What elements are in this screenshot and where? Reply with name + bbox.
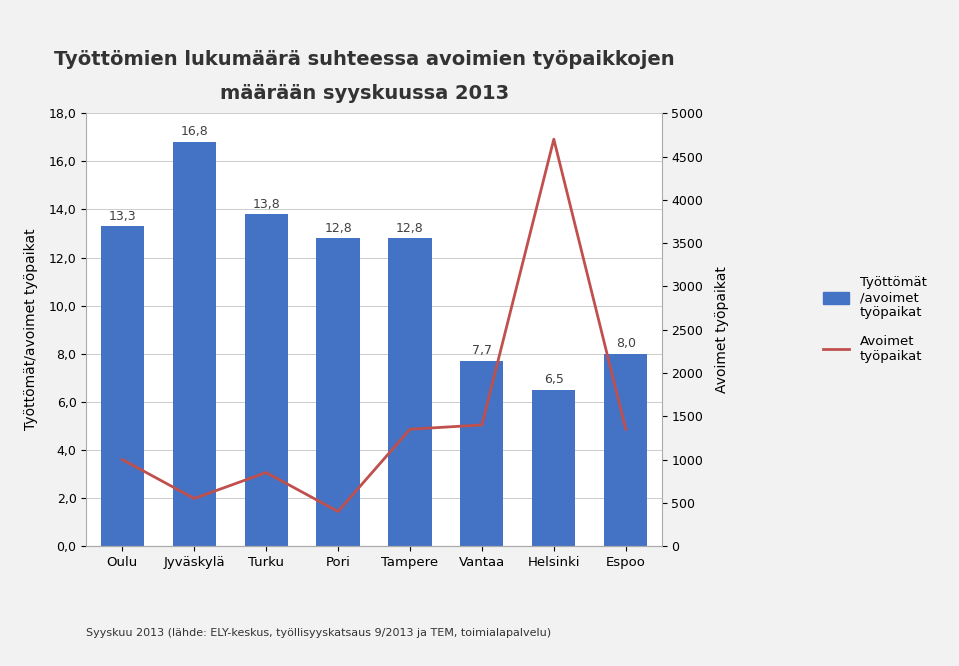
Text: 12,8: 12,8 [396, 222, 424, 234]
Text: Syyskuu 2013 (lähde: ELY-keskus, työllisyyskatsaus 9/2013 ja TEM, toimialapalvel: Syyskuu 2013 (lähde: ELY-keskus, työllis… [86, 627, 551, 638]
Text: 16,8: 16,8 [180, 125, 208, 139]
Bar [388, 238, 432, 546]
Text: määrään syyskuussa 2013: määrään syyskuussa 2013 [220, 84, 509, 103]
Y-axis label: Työttömät/avoimet työpaikat: Työttömät/avoimet työpaikat [24, 229, 37, 430]
Text: 8,0: 8,0 [616, 337, 636, 350]
Text: 13,3: 13,3 [108, 210, 136, 222]
Text: Työttömien lukumäärä suhteessa avoimien työpaikkojen: Työttömien lukumäärä suhteessa avoimien … [54, 51, 675, 69]
Bar [245, 214, 288, 546]
Bar [101, 226, 144, 546]
Text: 7,7: 7,7 [472, 344, 492, 358]
Y-axis label: Avoimet työpaikat: Avoimet työpaikat [714, 266, 729, 393]
Text: 13,8: 13,8 [252, 198, 280, 210]
Bar [173, 142, 216, 546]
Text: 12,8: 12,8 [324, 222, 352, 234]
Bar [604, 354, 647, 546]
Bar [532, 390, 575, 546]
Bar [316, 238, 360, 546]
Legend: Työttömät
/avoimet
työpaikat, Avoimet
työpaikat: Työttömät /avoimet työpaikat, Avoimet ty… [816, 270, 933, 370]
Bar [460, 361, 503, 546]
Text: 6,5: 6,5 [544, 373, 564, 386]
